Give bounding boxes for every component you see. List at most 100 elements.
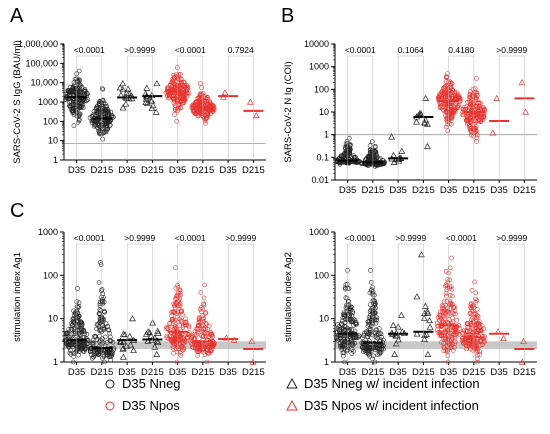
x-tick-label: D35 bbox=[169, 165, 186, 176]
data-point bbox=[64, 332, 70, 338]
legend-label: D35 Npos bbox=[122, 398, 180, 413]
data-point bbox=[108, 109, 114, 115]
data-point bbox=[98, 125, 104, 131]
pvalue-bracket: <0.0001 bbox=[74, 233, 105, 362]
pvalue-label: <0.0001 bbox=[175, 45, 206, 55]
data-point bbox=[341, 337, 347, 343]
data-point bbox=[445, 348, 450, 353]
data-point bbox=[474, 356, 480, 362]
data-point bbox=[193, 342, 199, 348]
data-point bbox=[436, 95, 442, 100]
data-point bbox=[467, 104, 472, 110]
data-point bbox=[372, 301, 377, 306]
data-point bbox=[174, 325, 179, 330]
data-point bbox=[455, 105, 460, 111]
data-point bbox=[471, 121, 477, 127]
x-tick-label: D35 bbox=[339, 367, 356, 378]
legend-item: D35 Nneg w/ incident infection bbox=[286, 376, 480, 391]
data-point bbox=[422, 94, 430, 101]
y-tick-label: 1 bbox=[324, 130, 329, 140]
legend: D35 Nneg D35 Nneg w/ incident infection D3… bbox=[105, 376, 480, 413]
data-point bbox=[448, 284, 454, 290]
data-point bbox=[146, 329, 154, 336]
data-point bbox=[110, 349, 115, 355]
data-point bbox=[437, 314, 443, 320]
y-tick-label: 10 bbox=[48, 314, 58, 324]
data-point bbox=[71, 326, 77, 332]
data-point bbox=[337, 340, 343, 346]
data-point bbox=[198, 347, 203, 352]
data-point bbox=[368, 323, 374, 328]
data-point bbox=[437, 329, 442, 335]
data-point bbox=[123, 342, 130, 349]
data-point bbox=[180, 100, 185, 106]
data-point bbox=[351, 323, 356, 328]
data-point bbox=[201, 295, 207, 301]
data-point bbox=[68, 326, 74, 332]
x-tick-label: D35 bbox=[490, 367, 507, 378]
data-point bbox=[441, 344, 447, 350]
data-point bbox=[67, 99, 72, 105]
data-point bbox=[204, 115, 209, 121]
data-point bbox=[470, 94, 476, 99]
data-point bbox=[169, 334, 174, 340]
data-point bbox=[443, 303, 448, 308]
x-tick-label: D35 bbox=[490, 185, 507, 196]
data-point bbox=[445, 332, 450, 338]
data-point bbox=[449, 293, 455, 299]
pvalue-label: <0.0001 bbox=[345, 233, 376, 243]
data-point bbox=[176, 293, 181, 299]
data-point bbox=[439, 332, 445, 338]
data-point bbox=[171, 95, 177, 101]
data-point bbox=[177, 290, 183, 296]
data-point bbox=[181, 95, 186, 101]
data-point bbox=[475, 353, 480, 358]
x-tick-label: D215 bbox=[362, 185, 385, 196]
data-point bbox=[204, 95, 210, 100]
data-point bbox=[378, 331, 384, 337]
x-tick-label: D35 bbox=[339, 185, 356, 196]
data-point bbox=[474, 313, 480, 318]
data-point bbox=[194, 102, 200, 107]
data-point bbox=[104, 104, 110, 109]
data-point bbox=[166, 92, 172, 98]
data-point bbox=[189, 335, 194, 341]
data-point bbox=[201, 301, 207, 307]
data-point bbox=[460, 112, 466, 118]
y-tick-label: 1000 bbox=[38, 97, 58, 107]
data-point bbox=[210, 334, 215, 339]
data-point bbox=[194, 110, 200, 116]
series-4 bbox=[435, 71, 463, 133]
data-point bbox=[468, 99, 474, 105]
pvalue-bracket: >0.9999 bbox=[395, 233, 427, 362]
data-point bbox=[438, 333, 444, 339]
data-point bbox=[442, 345, 447, 351]
x-tick-label: D215 bbox=[463, 367, 486, 378]
data-point bbox=[478, 338, 483, 343]
x-tick-label: D215 bbox=[91, 367, 114, 378]
data-point bbox=[153, 350, 161, 357]
data-point bbox=[348, 337, 354, 343]
data-point bbox=[445, 359, 451, 365]
data-point bbox=[439, 303, 445, 308]
data-point bbox=[76, 300, 82, 306]
data-point bbox=[73, 329, 78, 334]
legend-circle-icon bbox=[105, 401, 115, 411]
data-point bbox=[341, 350, 347, 356]
y-axis-label: stimulation index Ag2 bbox=[283, 252, 294, 342]
data-point bbox=[174, 74, 179, 80]
data-point bbox=[424, 309, 432, 316]
data-point bbox=[444, 298, 450, 304]
data-point bbox=[449, 103, 454, 109]
data-point bbox=[201, 315, 206, 321]
data-point bbox=[365, 350, 371, 355]
data-point bbox=[153, 337, 161, 344]
pvalue-bracket: 0.7924 bbox=[228, 45, 254, 160]
data-point bbox=[447, 306, 453, 311]
data-point bbox=[168, 337, 174, 342]
data-point bbox=[361, 333, 367, 339]
pvalue-bracket: <0.0001 bbox=[175, 45, 206, 160]
y-tick-label: 100 bbox=[314, 270, 329, 280]
data-point bbox=[65, 342, 71, 348]
y-tick-label: 1000 bbox=[38, 227, 58, 237]
